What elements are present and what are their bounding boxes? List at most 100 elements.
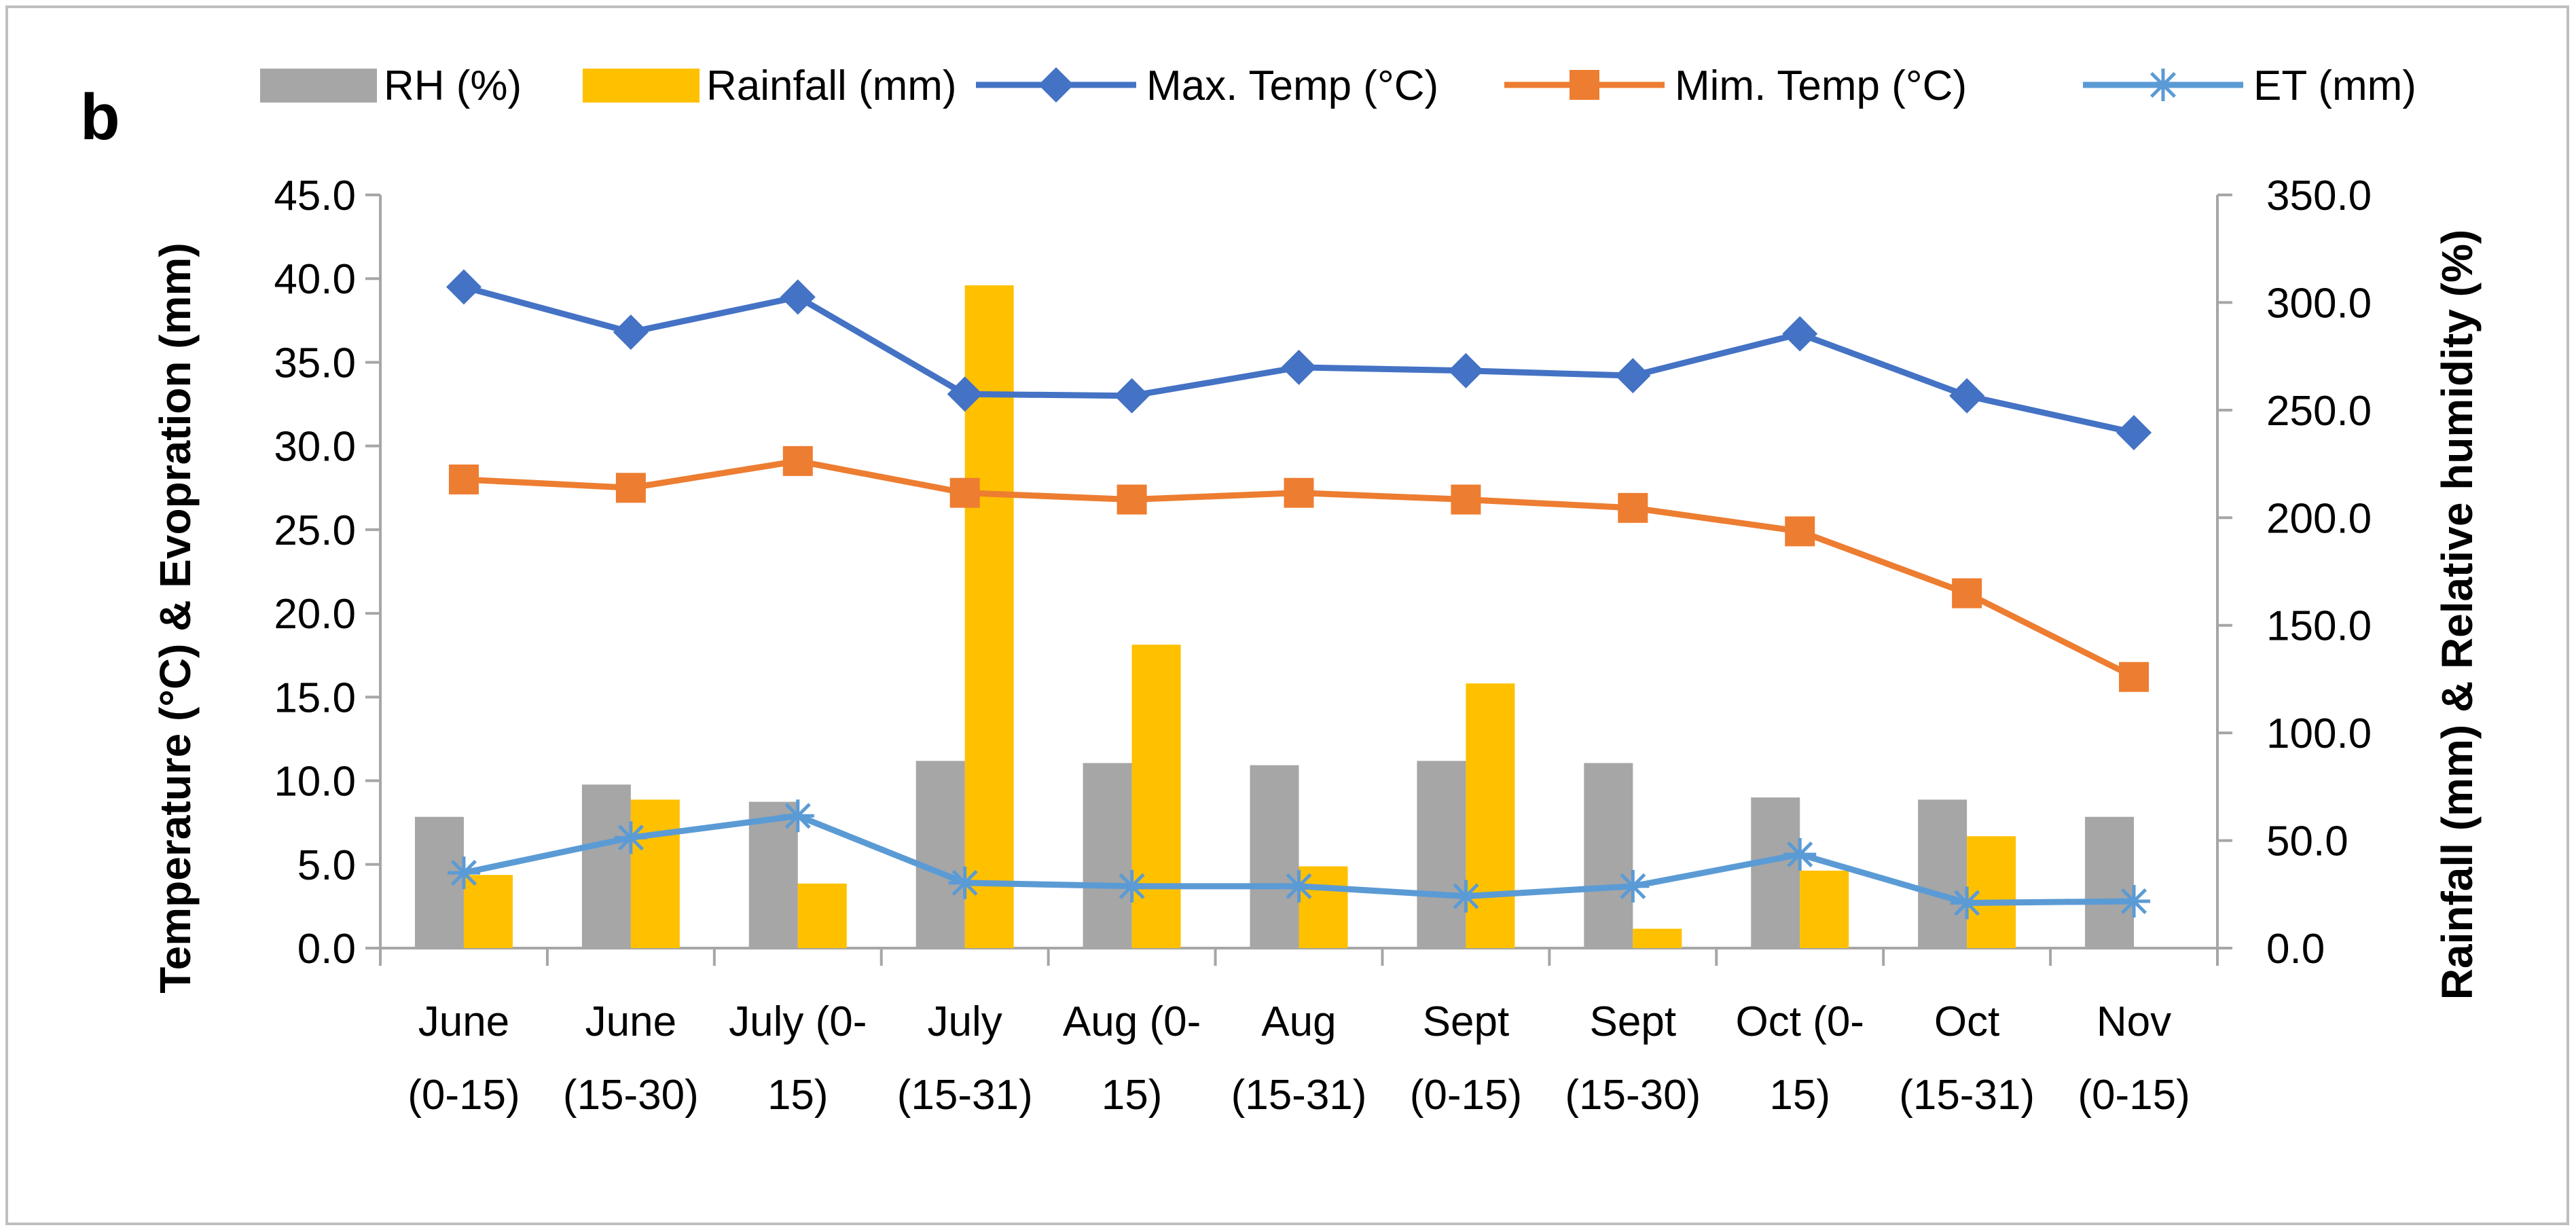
bars xyxy=(414,285,2135,949)
panel-label: b xyxy=(80,81,120,153)
right-tick-label: 50.0 xyxy=(2266,818,2348,865)
et-marker xyxy=(1616,869,1650,903)
legend: RH (%) Rainfall (mm) Max. Temp (°C) Mim. Te… xyxy=(260,62,2416,109)
x-tick-label: (15-31) xyxy=(1899,1072,2035,1119)
max-temp-marker xyxy=(780,279,816,315)
right-tick-label: 0.0 xyxy=(2266,926,2325,973)
et-marker xyxy=(1115,869,1148,903)
x-axis-labels: June (0-15) June (15-30) July (0- 15) July (15-… xyxy=(407,998,2190,1119)
legend-label: RH (%) xyxy=(384,62,522,109)
rh-bar xyxy=(1918,799,1967,948)
et-marker-stroke xyxy=(951,869,978,896)
legend-rh: RH (%) xyxy=(260,62,522,109)
x-tick-label: (15-31) xyxy=(897,1072,1033,1119)
max-temp-marker xyxy=(1949,378,1985,414)
x-tick-label: June xyxy=(585,998,676,1045)
legend-max-temp: Max. Temp (°C) xyxy=(976,62,1438,109)
x-tick-label: (0-15) xyxy=(2078,1072,2190,1119)
left-tick-label: 35.0 xyxy=(274,340,356,386)
left-tick-label: 40.0 xyxy=(274,256,356,303)
left-tick-label: 10.0 xyxy=(274,759,356,805)
et-marker xyxy=(447,856,480,890)
legend-label: Max. Temp (°C) xyxy=(1146,62,1438,109)
et-marker-stroke xyxy=(2120,888,2147,915)
x-tick-label: Oct xyxy=(1934,998,1999,1045)
rainfall-bar xyxy=(1131,645,1181,948)
max-temp-marker xyxy=(1281,349,1317,385)
rainfall-bar xyxy=(1466,683,1515,948)
legend-label: Rainfall (mm) xyxy=(706,62,957,109)
rh-bar xyxy=(1250,765,1299,948)
legend-marker xyxy=(1570,70,1599,100)
et-marker-stroke xyxy=(784,803,811,829)
legend-label: Mim. Temp (°C) xyxy=(1675,62,1967,109)
max-temp-marker xyxy=(446,269,482,305)
rh-bar xyxy=(1751,797,1800,948)
min-temp-marker xyxy=(949,477,980,508)
left-tick-label: 45.0 xyxy=(274,173,356,219)
max-temp-marker xyxy=(613,314,649,350)
rainfall-bar xyxy=(1967,836,2016,948)
rainfall-bar xyxy=(630,799,680,948)
x-tick-label: 15) xyxy=(1769,1072,1830,1119)
x-tick-label: June xyxy=(418,998,509,1045)
et-marker-stroke xyxy=(1119,873,1145,899)
min-temp-marker xyxy=(1451,484,1481,515)
et-marker-stroke xyxy=(1620,873,1646,899)
rh-bar xyxy=(581,784,631,948)
min-temp-marker xyxy=(782,446,813,476)
left-tick-label: 20.0 xyxy=(274,591,356,638)
x-tick-label: 15) xyxy=(767,1072,829,1119)
legend-rainfall: Rainfall (mm) xyxy=(583,62,957,109)
x-tick-label: (0-15) xyxy=(407,1072,520,1119)
max-temp-marker xyxy=(1448,352,1484,388)
x-tick-label: Aug xyxy=(1261,998,1336,1045)
legend-label: ET (mm) xyxy=(2253,62,2416,109)
rh-bar xyxy=(1584,763,1633,948)
min-temp-marker xyxy=(1952,578,1982,609)
max-temp-marker xyxy=(947,376,983,412)
min-temp-marker xyxy=(2119,662,2149,692)
rainfall-bar xyxy=(463,875,513,948)
rainfall-bar xyxy=(1800,870,1849,948)
right-tick-label: 350.0 xyxy=(2266,173,2372,219)
rh-bar xyxy=(1083,763,1132,948)
min-temp-marker xyxy=(1117,484,1147,515)
et-marker-stroke xyxy=(617,825,644,851)
legend-marker xyxy=(2147,69,2179,101)
x-tick-label: July (0- xyxy=(729,998,867,1045)
left-tick-label: 30.0 xyxy=(274,424,356,471)
x-tick-label: Aug (0- xyxy=(1063,998,1201,1045)
et-marker-stroke xyxy=(1787,841,1813,868)
legend-swatch xyxy=(583,69,700,103)
x-tick-label: (15-30) xyxy=(1565,1072,1701,1119)
et-marker-stroke xyxy=(450,860,477,886)
et-marker xyxy=(614,821,647,854)
left-tick-label: 15.0 xyxy=(274,674,356,721)
rainfall-bar xyxy=(1633,928,1682,948)
et-marker xyxy=(781,799,814,833)
legend-swatch xyxy=(260,69,377,103)
left-axis-ticks: 0.0 5.0 10.0 15.0 20.0 25.0 30.0 35.0 40.0 45.0 xyxy=(274,173,380,973)
min-temp-marker xyxy=(1785,516,1815,547)
x-tick-label: (15-31) xyxy=(1231,1072,1367,1119)
et-marker-stroke xyxy=(1954,890,1980,916)
et-marker xyxy=(1783,837,1817,871)
rh-bar xyxy=(2085,816,2135,948)
et-marker-stroke xyxy=(1453,883,1479,909)
et-marker xyxy=(2118,884,2151,918)
x-tick-label: (0-15) xyxy=(1410,1072,1522,1119)
right-axis-ticks: 0.0 50.0 100.0 150.0 200.0 250.0 300.0 350.0 xyxy=(2217,173,2372,973)
min-temp-marker xyxy=(1284,477,1314,508)
right-tick-label: 300.0 xyxy=(2266,280,2372,327)
et-marker-stroke xyxy=(2149,71,2177,98)
x-tick-label: Nov xyxy=(2097,998,2171,1045)
rainfall-bar xyxy=(797,883,847,948)
et-marker xyxy=(1449,880,1483,913)
left-axis-title: Temperature (°C) & Evopration (mm) xyxy=(151,242,200,993)
x-tick-label: 15) xyxy=(1102,1072,1163,1119)
right-tick-label: 100.0 xyxy=(2266,710,2372,757)
x-tick-label: Sept xyxy=(1423,998,1510,1045)
et-marker xyxy=(1282,869,1316,903)
